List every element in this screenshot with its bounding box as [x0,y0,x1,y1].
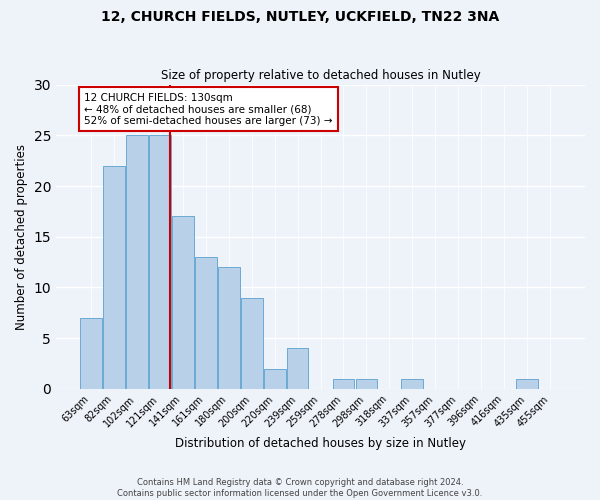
Bar [126,136,148,389]
Y-axis label: Number of detached properties: Number of detached properties [15,144,28,330]
Bar [172,216,194,389]
Bar [332,378,355,389]
Bar [218,267,239,389]
Bar [80,318,102,389]
Bar [356,378,377,389]
Text: 12 CHURCH FIELDS: 130sqm
← 48% of detached houses are smaller (68)
52% of semi-d: 12 CHURCH FIELDS: 130sqm ← 48% of detach… [84,92,332,126]
Bar [264,368,286,389]
Bar [241,298,263,389]
Bar [195,257,217,389]
Text: 12, CHURCH FIELDS, NUTLEY, UCKFIELD, TN22 3NA: 12, CHURCH FIELDS, NUTLEY, UCKFIELD, TN2… [101,10,499,24]
X-axis label: Distribution of detached houses by size in Nutley: Distribution of detached houses by size … [175,437,466,450]
Bar [401,378,423,389]
Bar [103,166,125,389]
Bar [287,348,308,389]
Text: Contains HM Land Registry data © Crown copyright and database right 2024.
Contai: Contains HM Land Registry data © Crown c… [118,478,482,498]
Bar [516,378,538,389]
Title: Size of property relative to detached houses in Nutley: Size of property relative to detached ho… [161,69,481,82]
Bar [149,136,171,389]
